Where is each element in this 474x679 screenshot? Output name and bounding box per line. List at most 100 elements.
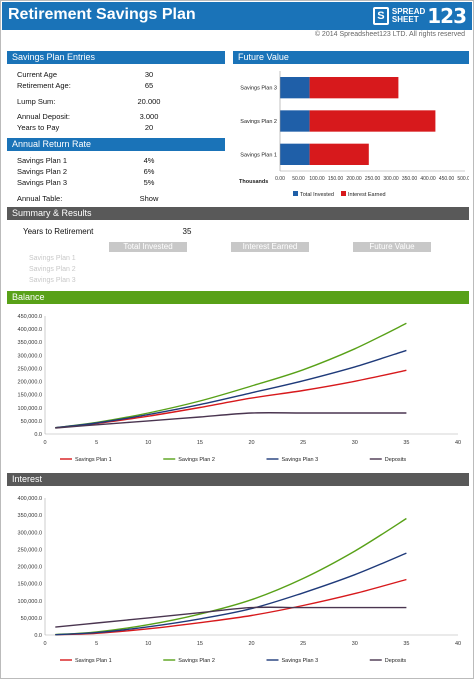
value-years-to-retirement: 35	[182, 227, 192, 236]
balance-y-tick-0: 0.0	[34, 432, 42, 438]
fv-bar-savings-plan-2-interest-earned	[309, 110, 436, 132]
balance-legend-label-savings-plan-1: Savings Plan 1	[75, 457, 112, 463]
label-lump-sum: Lump Sum:	[17, 97, 56, 106]
label-annual-table: Annual Table:	[17, 194, 63, 203]
fv-x-tick-4: 200.00	[346, 176, 362, 182]
balance-y-tick-4: 200,000.0	[18, 380, 42, 386]
interest-legend-label-savings-plan-3: Savings Plan 3	[282, 658, 319, 664]
fv-bar-savings-plan-2-total-invested	[280, 110, 310, 132]
label-rate-plan-3: Savings Plan 3	[17, 178, 68, 187]
fv-bar-savings-plan-3-total-invested	[280, 77, 310, 99]
fv-x-tick-5: 250.00	[365, 176, 381, 182]
fv-x-tick-1: 50.00	[292, 176, 305, 182]
balance-y-tick-7: 350,000.0	[18, 340, 42, 346]
fv-legend-label-interest-earned: Interest Earned	[348, 192, 386, 198]
balance-x-tick-5: 25	[300, 440, 306, 446]
interest-legend-label-savings-plan-2: Savings Plan 2	[178, 658, 215, 664]
balance-legend-label-deposits: Deposits	[385, 457, 407, 463]
input-years-to-pay[interactable]: 20	[144, 123, 154, 132]
input-rate-plan-3[interactable]: 5%	[143, 178, 155, 187]
input-current-age[interactable]: 30	[144, 70, 154, 79]
interest-y-tick-2: 100,000.0	[18, 599, 42, 605]
section-balance: Balance	[7, 291, 469, 304]
section-future-value: Future Value	[233, 51, 469, 64]
label-years-to-pay: Years to Pay	[17, 123, 60, 132]
fv-category-label-savings-plan-1: Savings Plan 1	[240, 152, 277, 158]
fv-x-tick-6: 300.00	[383, 176, 399, 182]
fv-x-tick-9: 450.00	[439, 176, 455, 182]
label-current-age: Current Age	[17, 70, 58, 79]
fv-bar-savings-plan-1-interest-earned	[309, 143, 369, 165]
copyright: © 2014 Spreadsheet123 LTD. All rights re…	[314, 31, 465, 38]
title-bar: Retirement Savings Plan S SPREAD SHEET 1…	[2, 2, 472, 30]
interest-x-tick-0: 0	[43, 641, 46, 647]
balance-x-tick-2: 10	[145, 440, 151, 446]
interest-chart: 0.0 50,000.0 100,000.0 150,000.0 200,000.0 25…	[18, 496, 462, 664]
balance-x-tick-7: 35	[403, 440, 409, 446]
interest-y-tick-4: 200,000.0	[18, 565, 42, 571]
logo-top-text: SPREAD	[391, 7, 426, 16]
logo-s-icon: S	[372, 7, 389, 25]
section-summary-results: Summary & Results	[7, 207, 469, 220]
interest-legend-label-savings-plan-1: Savings Plan 1	[75, 658, 112, 664]
balance-y-tick-8: 400,000.0	[18, 327, 42, 333]
fv-category-label-savings-plan-2: Savings Plan 2	[240, 119, 277, 125]
section-annual-return-rate: Annual Return Rate	[7, 138, 225, 151]
interest-x-tick-3: 15	[197, 641, 203, 647]
interest-line-savings-plan-1	[55, 578, 407, 636]
interest-y-tick-8: 400,000.0	[18, 496, 42, 502]
section-interest: Interest	[7, 473, 469, 486]
fv-legend-swatch-total-invested	[293, 191, 298, 196]
header-future-value: Future Value	[353, 242, 431, 252]
balance-x-tick-3: 15	[197, 440, 203, 446]
interest-x-tick-6: 30	[352, 641, 358, 647]
input-rate-plan-1[interactable]: 4%	[143, 156, 155, 165]
fv-x-tick-10: 500.00	[457, 176, 469, 182]
interest-y-tick-7: 350,000.0	[18, 513, 42, 519]
label-annual-deposit: Annual Deposit:	[17, 112, 70, 121]
summary-row-plan-3: Savings Plan 3	[29, 277, 76, 284]
input-rate-plan-2[interactable]: 6%	[143, 167, 155, 176]
fv-bar-savings-plan-1-total-invested	[280, 143, 310, 165]
interest-x-tick-4: 20	[248, 641, 254, 647]
logo-number: 123	[427, 4, 467, 28]
balance-y-tick-3: 150,000.0	[18, 393, 42, 399]
future-value-chart: Savings Plan 3 Savings Plan 2 Savings Plan…	[239, 71, 469, 198]
balance-legend-label-savings-plan-3: Savings Plan 3	[282, 457, 319, 463]
balance-x-tick-6: 30	[352, 440, 358, 446]
section-savings-plan-entries: Savings Plan Entries	[7, 51, 225, 64]
header-total-invested: Total Invested	[109, 242, 187, 252]
balance-y-tick-9: 450,000.0	[18, 314, 42, 320]
spreadsheet123-logo: S SPREAD SHEET 123	[372, 4, 467, 28]
interest-y-tick-6: 300,000.0	[18, 530, 42, 536]
input-annual-deposit[interactable]: 3.000	[139, 112, 159, 121]
interest-y-tick-0: 0.0	[34, 633, 42, 639]
fv-x-tick-2: 100.00	[309, 176, 325, 182]
input-retirement-age[interactable]: 65	[144, 81, 154, 90]
label-rate-plan-2: Savings Plan 2	[17, 167, 68, 176]
balance-y-tick-2: 100,000.0	[18, 406, 42, 412]
interest-x-tick-7: 35	[403, 641, 409, 647]
balance-line-deposits	[55, 412, 407, 429]
balance-x-tick-1: 5	[95, 440, 98, 446]
label-retirement-age: Retirement Age:	[17, 81, 71, 90]
label-years-to-retirement: Years to Retirement	[23, 227, 94, 236]
balance-y-tick-5: 250,000.0	[18, 366, 42, 372]
balance-chart: 0.0 50,000.0 100,000.0 150,000.0 200,000.0 25…	[18, 314, 462, 463]
balance-line-savings-plan-2	[55, 322, 407, 429]
interest-x-tick-5: 25	[300, 641, 306, 647]
input-lump-sum[interactable]: 20.000	[137, 97, 161, 106]
balance-x-tick-4: 20	[248, 440, 254, 446]
balance-legend-label-savings-plan-2: Savings Plan 2	[178, 457, 215, 463]
fv-bar-savings-plan-3-interest-earned	[309, 77, 399, 99]
annual-table-select[interactable]: Show	[139, 194, 159, 203]
fv-category-label-savings-plan-3: Savings Plan 3	[240, 86, 277, 92]
fv-legend-label-total-invested: Total Invested	[300, 192, 334, 198]
page-title: Retirement Savings Plan	[8, 6, 196, 23]
interest-line-savings-plan-3	[55, 552, 407, 636]
header-interest-earned: Interest Earned	[231, 242, 309, 252]
interest-y-tick-5: 250,000.0	[18, 547, 42, 553]
logo-bottom-text: SHEET	[391, 15, 419, 24]
interest-x-tick-1: 5	[95, 641, 98, 647]
